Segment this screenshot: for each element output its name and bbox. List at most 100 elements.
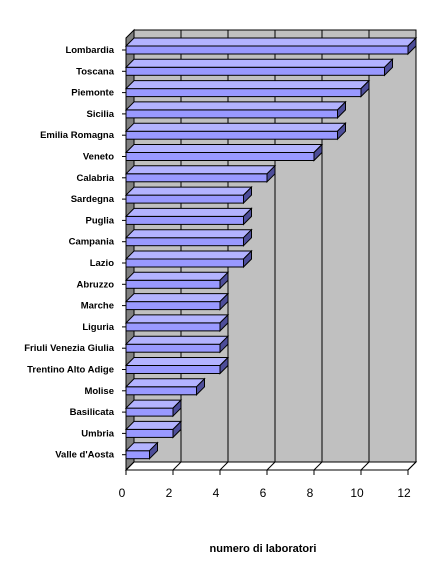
bar-front (125, 152, 315, 161)
bar-end (219, 334, 229, 354)
bar-front (125, 173, 268, 183)
bar-top (124, 378, 206, 388)
x-tick-label: 6 (260, 486, 267, 500)
category-label: Marche (81, 301, 114, 312)
category-label: Emilia Romagna (40, 130, 115, 141)
category-label: Abruzzo (77, 279, 115, 290)
bar-front (125, 130, 338, 140)
category-label: Piemonte (71, 88, 114, 99)
floor-gridline (219, 461, 229, 471)
bar-top (124, 357, 230, 366)
bar-end (172, 398, 182, 418)
category-label: Molise (84, 386, 114, 397)
bar-end (313, 143, 323, 162)
bar-top (124, 314, 230, 324)
bar-top (124, 144, 324, 153)
category-label: Lombardia (65, 45, 114, 56)
category-label: Friuli Venezia Giulia (24, 343, 114, 354)
bar-end (337, 121, 346, 141)
bar-top (124, 80, 371, 90)
bar-end (149, 441, 158, 460)
category-label: Valle d'Aosta (55, 450, 114, 461)
bar-top (124, 399, 183, 409)
floor-gridline (125, 461, 135, 471)
floor-gridline (266, 461, 276, 471)
floor-gridline (360, 461, 370, 471)
bar-end (172, 420, 182, 439)
bar-front (125, 194, 244, 204)
bar-front (125, 407, 174, 417)
bar-top (124, 335, 230, 345)
bar-end (384, 58, 393, 77)
x-tick-label: 0 (119, 486, 126, 500)
category-label: Veneto (83, 152, 114, 163)
bar-end (219, 356, 229, 375)
floor-gridline (407, 461, 417, 471)
bar (124, 313, 230, 333)
bar-top (124, 420, 183, 430)
category-label: Toscana (76, 66, 115, 77)
category-label: Campania (69, 237, 115, 248)
bar-front (125, 322, 221, 332)
bar-front (125, 450, 150, 460)
bar (124, 334, 230, 354)
bar-front (125, 386, 197, 396)
bar-top (124, 207, 253, 217)
bar-end (266, 164, 276, 184)
bar-front (125, 45, 409, 55)
bar-end (196, 377, 205, 397)
bar (124, 58, 394, 77)
bar-top (124, 58, 394, 68)
bar-front (125, 365, 221, 374)
floor-gridline (172, 461, 182, 471)
category-label: Sicilia (87, 109, 115, 120)
bar (124, 36, 418, 56)
bar (124, 249, 253, 269)
bar (124, 441, 159, 460)
bar (124, 207, 253, 226)
bar-end (219, 313, 229, 333)
bar-end (219, 271, 229, 290)
x-axis-title: numero di laboratori (210, 543, 317, 555)
bar-top (124, 122, 347, 132)
bar-front (125, 237, 244, 247)
bar-end (243, 207, 252, 226)
x-tick-label: 2 (166, 486, 173, 500)
bar (124, 292, 230, 311)
bar-front (125, 428, 174, 438)
bar-front (125, 258, 244, 268)
bar-end (337, 100, 346, 120)
bar-front (125, 279, 221, 289)
bar (124, 420, 183, 439)
bar-top (124, 101, 347, 111)
bar-front (125, 88, 362, 98)
category-label: Sardegna (71, 194, 115, 205)
bar (124, 121, 347, 141)
bar (124, 185, 253, 205)
x-tick-label: 12 (397, 486, 411, 500)
category-label: Calabria (77, 173, 115, 184)
bar-end (243, 185, 252, 205)
bar (124, 228, 253, 247)
bar (124, 356, 230, 375)
category-label: Umbria (81, 428, 114, 439)
bar-top (124, 250, 253, 260)
category-label: Puglia (85, 215, 114, 226)
category-label: Liguria (82, 322, 114, 333)
bar-top (124, 271, 230, 281)
x-tick-label: 10 (350, 486, 364, 500)
bar-top (124, 165, 277, 175)
bar-top (124, 186, 253, 196)
bar (124, 100, 347, 120)
bar-front (125, 215, 244, 225)
bar-end (243, 228, 252, 247)
bar-top (124, 293, 230, 303)
bar-top (124, 37, 418, 47)
bar (124, 271, 230, 290)
x-tick-label: 4 (213, 486, 220, 500)
bar (124, 398, 183, 418)
bar-end (360, 79, 370, 98)
bar (124, 164, 277, 184)
